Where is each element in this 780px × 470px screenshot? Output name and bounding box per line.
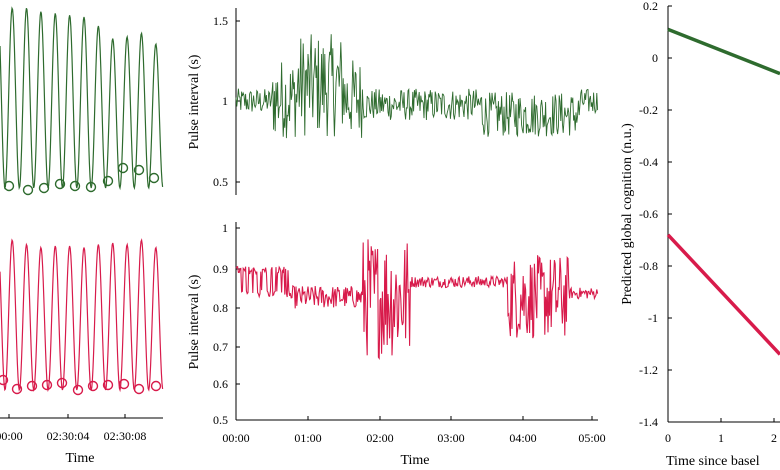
mid-top-y-tick-label: 1.5	[213, 14, 228, 28]
trough-marker	[56, 377, 68, 389]
right-y-ticks	[668, 5, 672, 423]
mid-bot-y-tick-label: 0.7	[213, 340, 228, 354]
trough-marker	[150, 380, 162, 392]
trough-marker	[118, 378, 130, 390]
right-y-tick-label: 0.2	[643, 0, 658, 13]
mid-bot-x-tick-label: 05:00	[578, 431, 605, 445]
mid-bot-x-axis-title: Time	[400, 453, 429, 468]
trough-marker	[87, 380, 99, 392]
trough-marker	[26, 380, 38, 392]
left-top-troughs	[3, 162, 160, 196]
mid-bot-y-tick-label: 0.8	[213, 301, 228, 315]
right-x-tick-label: 1	[718, 431, 724, 445]
right-x-tick-label: 0	[665, 431, 671, 445]
mid-bot-y-tick-label: 1	[222, 221, 228, 235]
right-y-tick-label: -0.8	[639, 259, 658, 273]
mid-bot-pulse-series	[235, 239, 599, 360]
trough-marker	[133, 164, 145, 176]
trough-marker	[102, 379, 114, 391]
left-bottom-panel: 00:00 02:30:04 02:30:08 Time	[0, 238, 164, 466]
right-y-tick-label: -0.6	[639, 207, 658, 221]
mid-bot-x-ticks	[235, 416, 593, 420]
trough-marker	[41, 379, 53, 391]
mid-bot-x-tick-label: 02:00	[366, 431, 393, 445]
trough-marker	[133, 383, 145, 395]
trough-marker	[72, 384, 84, 396]
trough-marker	[11, 383, 23, 395]
right-x-tick-label: 2	[771, 431, 777, 445]
middle-bottom-panel: 1 0.9 0.8 0.7 0.6 0.5 00:00 01:00 02:00 …	[187, 221, 606, 468]
mid-bot-y-tick-label: 0.5	[213, 413, 228, 427]
right-y-tick-label: -0.2	[639, 103, 658, 117]
trough-marker	[148, 172, 160, 184]
trough-marker	[69, 180, 81, 192]
trough-marker	[38, 182, 50, 194]
right-y-axis-title: Predicted global cognition (n.u.)	[620, 123, 635, 305]
mid-top-y-tick-label: 1	[222, 94, 228, 108]
trough-marker	[102, 175, 114, 187]
left-x-tick-label-1: 02:30:04	[47, 429, 90, 443]
left-bottom-troughs	[0, 374, 162, 396]
mid-top-y-tick-label: 0.5	[213, 175, 228, 189]
mid-bot-x-tick-label: 04:00	[509, 431, 536, 445]
right-y-tick-label: -0.4	[639, 155, 658, 169]
trough-marker	[85, 181, 97, 193]
trough-marker	[117, 162, 129, 174]
trough-marker	[3, 180, 15, 192]
left-bottom-waveform	[0, 238, 164, 393]
trough-marker	[22, 184, 34, 196]
right-y-tick-label: -1	[648, 311, 658, 325]
mid-top-y-axis-title: Pulse interval (s)	[187, 54, 202, 149]
mid-bot-x-tick-label: 03:00	[437, 431, 464, 445]
left-x-tick-label-0: 00:00	[0, 429, 23, 443]
right-series-red	[666, 233, 780, 356]
middle-top-panel: 1.5 1 0.5 Pulse interval (s)	[187, 8, 599, 195]
right-y-tick-label: 0	[652, 51, 658, 65]
trough-marker	[54, 178, 66, 190]
mid-bot-y-axis-title: Pulse interval (s)	[187, 274, 202, 369]
mid-bot-x-tick-label: 00:00	[222, 431, 249, 445]
left-x-axis-title: Time	[65, 451, 94, 466]
left-x-tick-label-2: 02:30:08	[104, 429, 147, 443]
mid-bot-y-tick-label: 0.6	[213, 377, 228, 391]
mid-top-pulse-series	[235, 34, 599, 139]
left-top-panel	[0, 6, 164, 196]
right-x-axis-title: Time since basel	[666, 454, 760, 469]
right-panel: 0.2 0 -0.2 -0.4 -0.6 -0.8 -1 -1.2 -1.4 0…	[620, 0, 780, 469]
mid-bot-x-tick-label: 01:00	[294, 431, 321, 445]
trough-marker	[0, 374, 9, 386]
mid-bot-y-tick-label: 0.9	[213, 262, 228, 276]
left-top-waveform	[0, 6, 164, 191]
right-series-green	[667, 27, 780, 76]
mid-bot-y-ticks	[236, 227, 240, 421]
right-y-tick-label: -1.4	[639, 415, 658, 429]
right-y-tick-label: -1.2	[639, 363, 658, 377]
